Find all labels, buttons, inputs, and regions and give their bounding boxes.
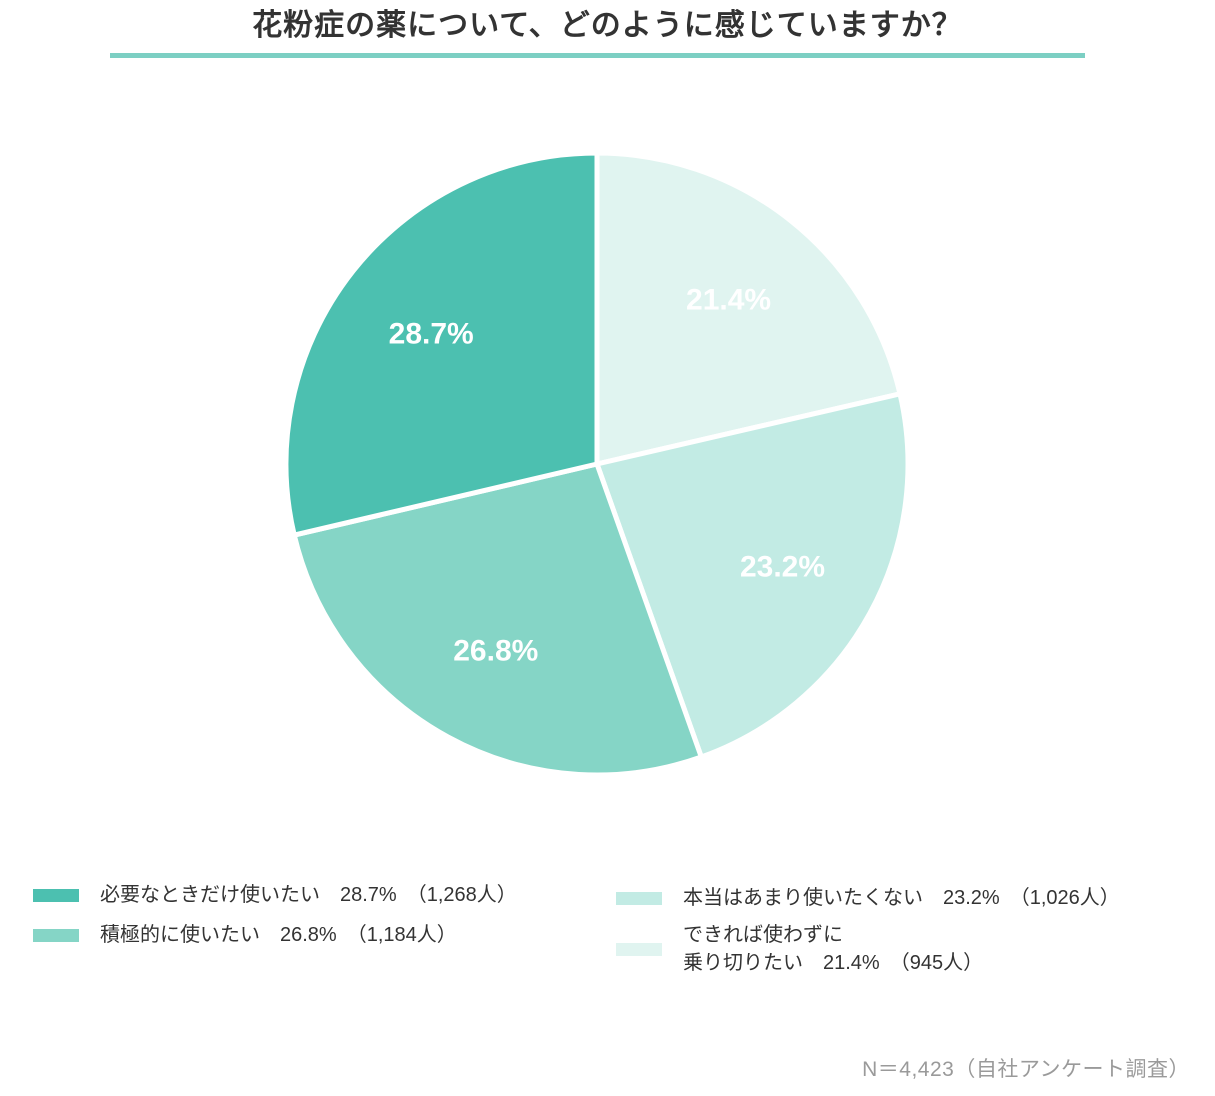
- pie-slice-percent-label: 26.8%: [453, 635, 538, 668]
- pie-slice: [593, 390, 911, 761]
- title-underline: [110, 53, 1085, 58]
- legend-label: 必要なときだけ使いたい 28.7% （1,268人）: [100, 881, 517, 909]
- legend-label-line: 本当はあまり使いたくない 23.2% （1,026人）: [683, 887, 1120, 909]
- legend-label-line: できれば使わずに: [683, 924, 843, 946]
- legend-label: 積極的に使いたい 26.8% （1,184人）: [100, 921, 457, 949]
- pie-slice: [291, 461, 705, 778]
- legend-label-line: 乗り切りたい 21.4% （945人）: [683, 952, 984, 974]
- legend-item: 積極的に使いたい 26.8% （1,184人）: [33, 921, 517, 949]
- chart-title: 花粉症の薬について、どのように感じていますか？: [252, 9, 963, 42]
- legend-label-line: 必要なときだけ使いたい 28.7% （1,268人）: [100, 884, 517, 906]
- legend-swatch: [33, 888, 79, 902]
- legend-column-right: 本当はあまり使いたくない 23.2% （1,026人） できれば使わずに 乗り切…: [616, 884, 1120, 986]
- pie-slice: [594, 150, 903, 468]
- pie-chart: 21.4% 23.2% 26.8% 28.7%: [283, 150, 911, 778]
- sample-size-note: N＝4,423（自社アンケート調査）: [862, 1058, 1190, 1081]
- legend: 必要なときだけ使いたい 28.7% （1,268人） 積極的に使いたい 26.8…: [0, 881, 1215, 1001]
- legend-item: できれば使わずに 乗り切りたい 21.4% （945人）: [616, 921, 1120, 977]
- pie-slice-percent-label: 23.2%: [740, 550, 825, 583]
- legend-label: 本当はあまり使いたくない 23.2% （1,026人）: [683, 884, 1120, 912]
- legend-item: 必要なときだけ使いたい 28.7% （1,268人）: [33, 881, 517, 909]
- pie-slice-percent-label: 28.7%: [389, 318, 474, 351]
- legend-item: 本当はあまり使いたくない 23.2% （1,026人）: [616, 884, 1120, 912]
- legend-label-line: 積極的に使いたい 26.8% （1,184人）: [100, 924, 457, 946]
- legend-swatch: [616, 942, 662, 956]
- legend-label: できれば使わずに 乗り切りたい 21.4% （945人）: [683, 921, 983, 977]
- legend-swatch: [33, 928, 79, 942]
- pie-slice-percent-label: 21.4%: [686, 283, 771, 316]
- legend-column-left: 必要なときだけ使いたい 28.7% （1,268人） 積極的に使いたい 26.8…: [33, 881, 517, 961]
- pie-slice: [283, 150, 600, 539]
- legend-swatch: [616, 891, 662, 905]
